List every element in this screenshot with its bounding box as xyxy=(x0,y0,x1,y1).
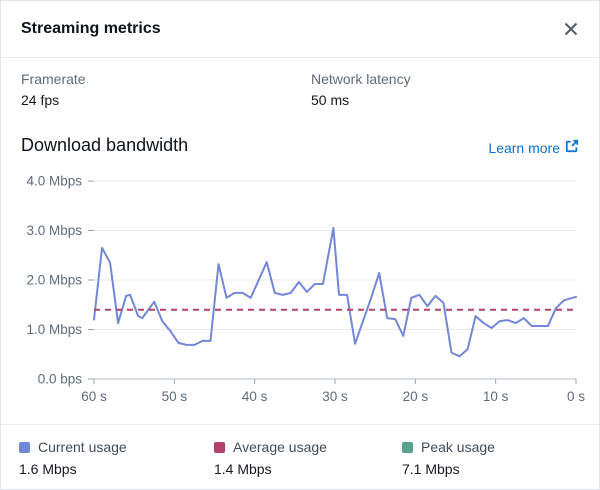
learn-more-link[interactable]: Learn more xyxy=(488,139,579,156)
network-latency-value: 50 ms xyxy=(311,92,350,108)
current-usage-line xyxy=(93,227,577,358)
current-usage-label: Current usage xyxy=(38,439,127,455)
y-axis-tick-label: 1.0 Mbps xyxy=(26,322,82,337)
network-latency-label: Network latency xyxy=(311,71,411,87)
chart-title: Download bandwidth xyxy=(21,135,189,155)
x-axis-tick-label: 0 s xyxy=(567,389,585,404)
average-usage-label: Average usage xyxy=(233,439,327,455)
y-axis-tick-label: 0.0 bps xyxy=(38,372,83,387)
y-axis-tick-label: 3.0 Mbps xyxy=(26,223,82,238)
external-link-icon xyxy=(565,139,579,156)
framerate-metric: Framerate 24 fps xyxy=(21,69,281,111)
legend-item-average-usage[interactable]: Average usage 1.4 Mbps xyxy=(214,439,394,478)
y-axis-tick-label: 2.0 Mbps xyxy=(26,273,82,288)
peak-usage-label: Peak usage xyxy=(421,439,495,455)
peak-usage-swatch-icon xyxy=(402,441,413,453)
framerate-value: 24 fps xyxy=(21,92,60,108)
x-axis-tick-label: 10 s xyxy=(483,389,509,404)
peak-usage-value: 7.1 Mbps xyxy=(402,461,460,477)
average-usage-swatch-icon xyxy=(214,441,225,453)
x-axis-tick-label: 20 s xyxy=(403,389,429,404)
legend-divider xyxy=(1,424,599,425)
x-axis-tick-label: 50 s xyxy=(162,389,188,404)
legend-item-peak-usage[interactable]: Peak usage 7.1 Mbps xyxy=(402,439,582,478)
network-latency-metric: Network latency 50 ms xyxy=(311,69,571,111)
panel-header: Streaming metrics xyxy=(1,1,599,58)
close-button[interactable] xyxy=(555,14,587,46)
panel-title: Streaming metrics xyxy=(21,20,161,37)
average-usage-value: 1.4 Mbps xyxy=(214,461,272,477)
current-usage-value: 1.6 Mbps xyxy=(19,461,77,477)
close-icon xyxy=(562,20,580,41)
legend-item-current-usage[interactable]: Current usage 1.6 Mbps xyxy=(19,439,199,478)
learn-more-label: Learn more xyxy=(488,139,560,156)
x-axis-tick-label: 40 s xyxy=(242,389,268,404)
current-usage-swatch-icon xyxy=(19,441,30,453)
x-axis-tick-label: 30 s xyxy=(322,389,348,404)
x-axis-tick-label: 60 s xyxy=(81,389,107,404)
framerate-label: Framerate xyxy=(21,71,86,87)
y-axis-tick-label: 4.0 Mbps xyxy=(26,174,82,189)
